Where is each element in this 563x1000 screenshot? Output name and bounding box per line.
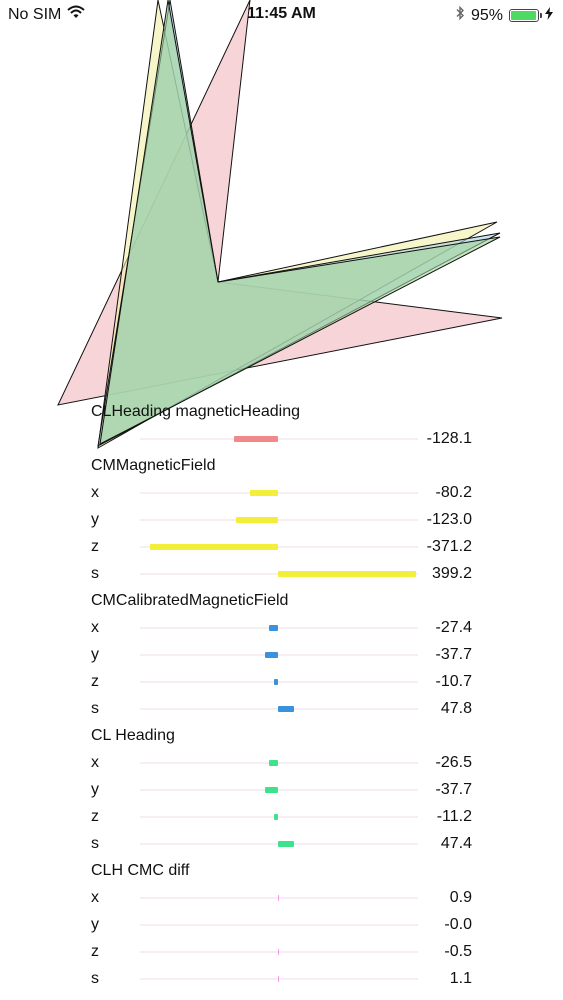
- value-readout: 47.4: [440, 835, 472, 852]
- value-bar: [278, 706, 295, 712]
- bar-track: [140, 897, 418, 899]
- axis-label: y: [91, 781, 99, 798]
- value-readout: -371.2: [426, 538, 472, 555]
- value-bar: [268, 760, 278, 766]
- axis-label: y: [91, 646, 99, 663]
- status-left: No SIM: [8, 5, 86, 24]
- bar-track: [140, 654, 418, 656]
- value-bar: [233, 436, 278, 442]
- value-bar: [274, 679, 278, 685]
- section-title: CL Heading: [91, 727, 175, 744]
- section-title: CLH CMC diff: [91, 862, 190, 879]
- battery-level-fill: [511, 11, 536, 20]
- value-readout: -0.0: [444, 916, 472, 933]
- axis-label: z: [91, 943, 99, 960]
- value-bar: [235, 517, 278, 523]
- value-readout: -27.4: [435, 619, 472, 636]
- bar-track: [140, 627, 418, 629]
- battery-icon: [509, 9, 542, 22]
- bar-track: [140, 951, 418, 953]
- value-readout: -37.7: [435, 781, 472, 798]
- heading-xyz-shape: [99, 0, 501, 445]
- value-readout: -0.5: [444, 943, 472, 960]
- charging-bolt-icon: [545, 6, 553, 25]
- value-bar: [250, 490, 278, 496]
- bar-track: [140, 789, 418, 791]
- axis-label: x: [91, 889, 99, 906]
- bar-track: [140, 546, 418, 548]
- value-bar: [278, 571, 416, 577]
- bar-track: [140, 924, 418, 926]
- wifi-icon: [67, 5, 86, 24]
- bar-track: [140, 816, 418, 818]
- axis-label: y: [91, 511, 99, 528]
- value-readout: 0.9: [449, 889, 472, 906]
- axis-label: x: [91, 754, 99, 771]
- value-bar: [264, 787, 278, 793]
- value-readout: 47.8: [440, 700, 472, 717]
- battery-percent: 95%: [470, 6, 503, 24]
- axis-label: s: [91, 700, 99, 717]
- status-right: 95%: [455, 5, 553, 26]
- value-readout: -123.0: [426, 511, 472, 528]
- value-bar: [278, 841, 295, 847]
- bar-track: [140, 519, 418, 521]
- axis-label: x: [91, 484, 99, 501]
- axis-label: y: [91, 916, 99, 933]
- axis-label: s: [91, 970, 99, 987]
- value-readout: -26.5: [435, 754, 472, 771]
- value-readout: 399.2: [431, 565, 472, 582]
- bluetooth-icon: [455, 5, 465, 26]
- section-title: CMCalibratedMagneticField: [91, 592, 289, 609]
- clock: 11:45 AM: [247, 5, 316, 22]
- status-bar: No SIM 11:45 AM 95%: [0, 0, 563, 30]
- axis-label: x: [91, 619, 99, 636]
- carrier-label: No SIM: [8, 5, 62, 23]
- axis-label: s: [91, 565, 99, 582]
- value-readout: -11.2: [436, 808, 472, 825]
- bar-track: [140, 978, 418, 980]
- bar-track: [140, 681, 418, 683]
- bar-track: [140, 492, 418, 494]
- axis-label: z: [91, 673, 99, 690]
- value-bar: [268, 625, 278, 631]
- value-bar: [149, 544, 278, 550]
- value-readout: 1.1: [449, 970, 472, 987]
- value-readout: -128.1: [426, 430, 472, 447]
- value-readout: -80.2: [435, 484, 472, 501]
- axis-label: s: [91, 835, 99, 852]
- section-title: CLHeading magneticHeading: [91, 403, 301, 420]
- bar-track: [140, 762, 418, 764]
- value-bar: [274, 814, 278, 820]
- axis-label: z: [91, 808, 99, 825]
- value-readout: -37.7: [435, 646, 472, 663]
- axis-label: z: [91, 538, 99, 555]
- bar-track: [140, 438, 418, 440]
- section-title: CMMagneticField: [91, 457, 216, 474]
- value-bar: [264, 652, 278, 658]
- value-readout: -10.7: [435, 673, 472, 690]
- heading-visualization: [57, 0, 503, 449]
